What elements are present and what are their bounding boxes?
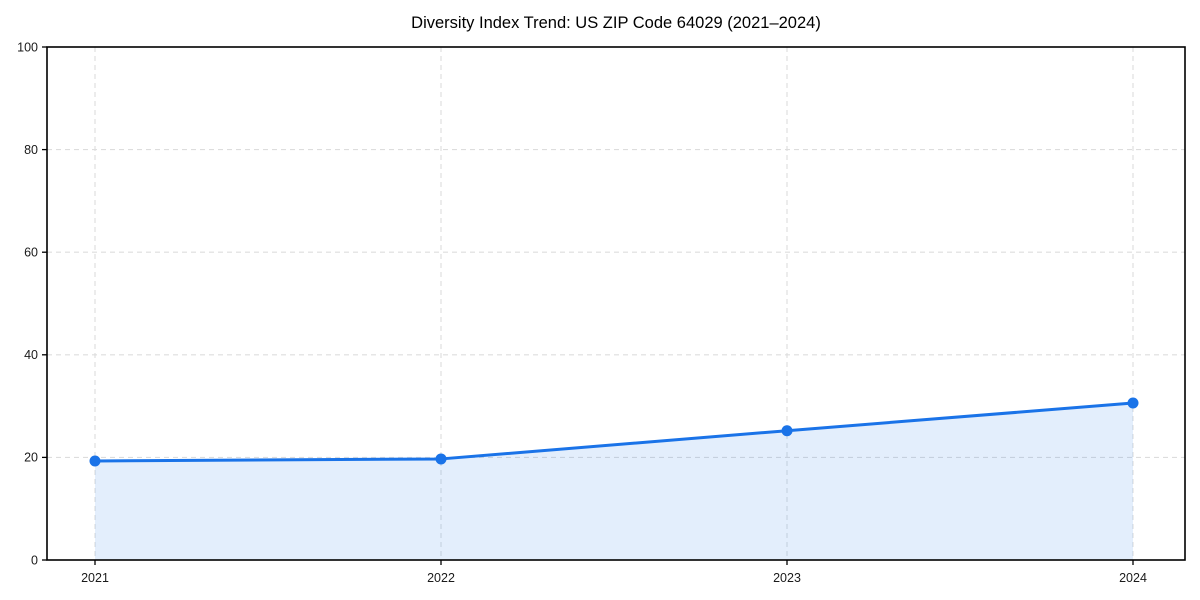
data-point-2022 (435, 453, 447, 465)
data-point-2023 (781, 425, 793, 437)
axis-layer: 2021 2022 2023 2024 0 20 40 60 80 100 (17, 40, 1186, 585)
y-tick-label: 80 (24, 143, 38, 157)
y-tick-label: 40 (24, 348, 38, 362)
data-point-2021 (89, 455, 101, 467)
series-layer (89, 397, 1139, 560)
area-fill (95, 403, 1133, 560)
y-tick-label: 60 (24, 246, 38, 260)
y-tick-label: 20 (24, 451, 38, 465)
plot-border (46, 46, 1186, 561)
x-tick-label: 2023 (773, 571, 801, 585)
y-tick-label: 100 (17, 40, 38, 54)
x-tick-label: 2021 (81, 571, 109, 585)
data-point-2024 (1127, 397, 1139, 409)
trend-line (93, 401, 1135, 463)
chart-title: Diversity Index Trend: US ZIP Code 64029… (411, 14, 821, 32)
y-tick-label: 0 (31, 553, 38, 567)
x-tick-label: 2024 (1119, 571, 1147, 585)
x-tick-label: 2022 (427, 571, 455, 585)
